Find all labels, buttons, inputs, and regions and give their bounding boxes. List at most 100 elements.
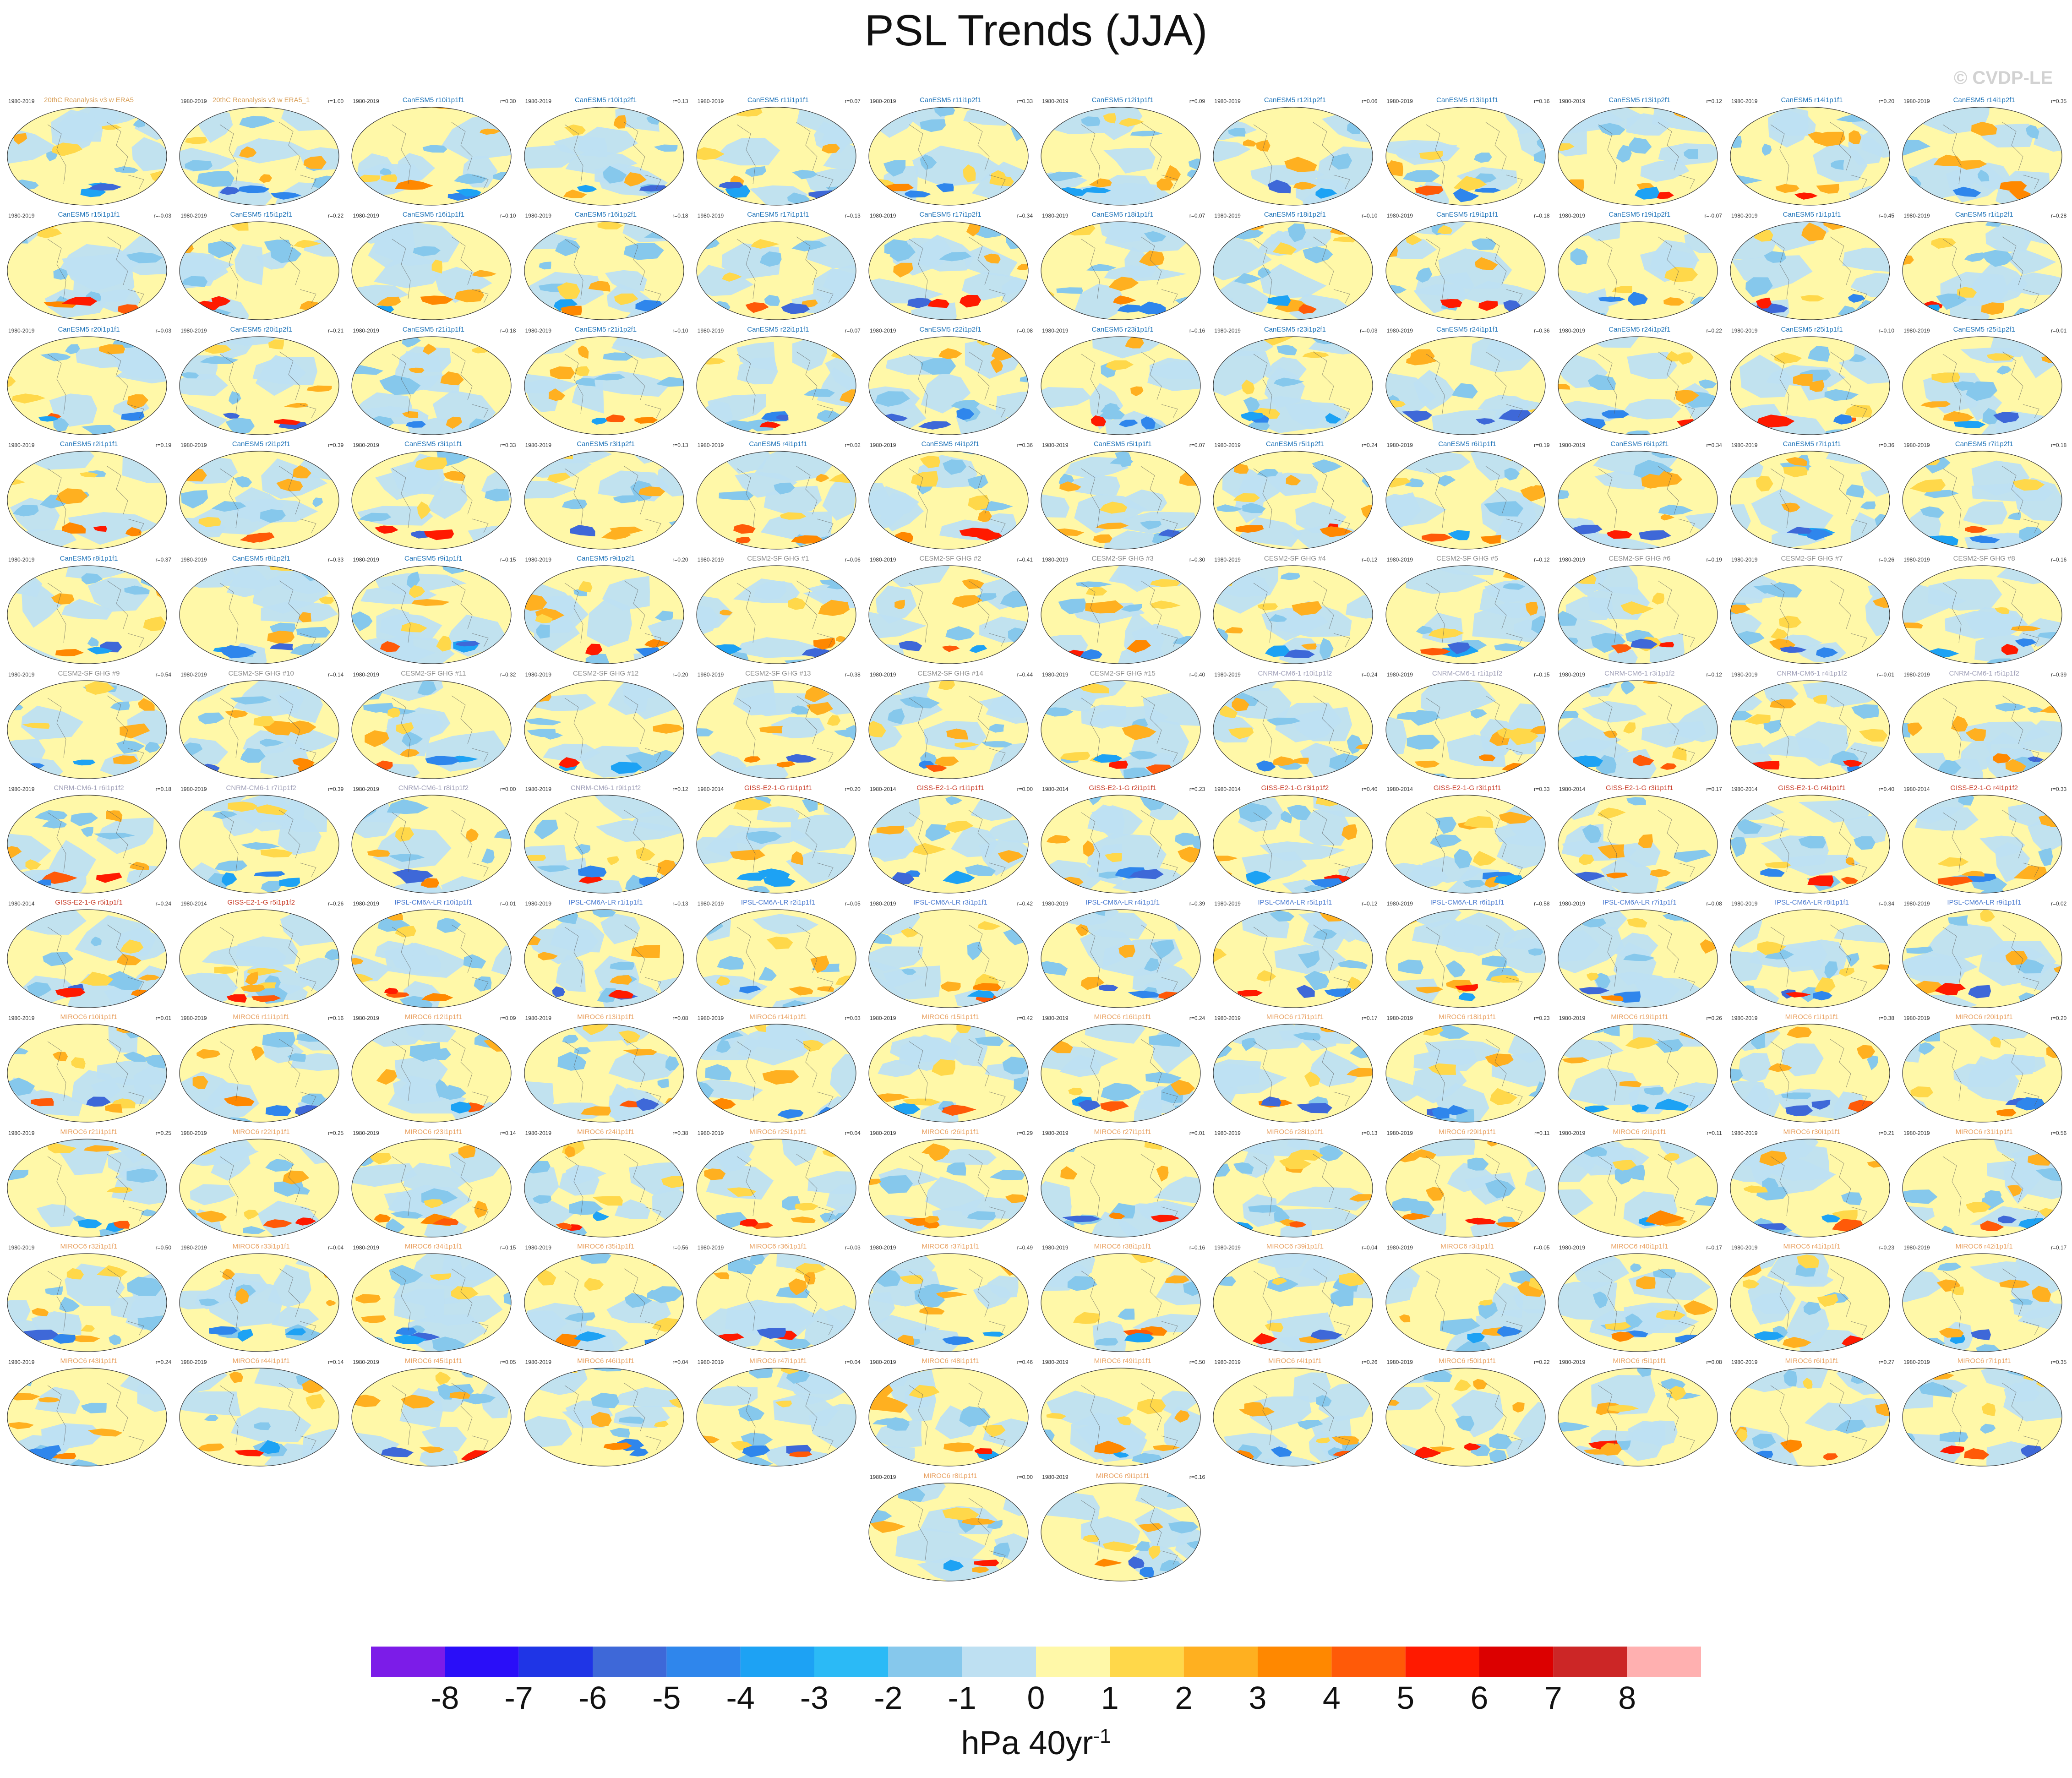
psl-trend-map	[7, 795, 167, 894]
panel-correlation: r=0.12	[672, 785, 688, 792]
map-panel: 1980-2019 CanESM5 r11i1p1f1 r=0.07	[691, 96, 862, 208]
panel-period: 1980-2019	[180, 442, 207, 448]
colorbar-swatch	[1036, 1647, 1110, 1677]
panel-title: MIROC6 r39i1p1f1	[1266, 1243, 1324, 1250]
panel-title: MIROC6 r12i1p1f1	[404, 1013, 462, 1021]
psl-trend-map	[179, 795, 339, 894]
panel-correlation: r=0.23	[1189, 785, 1205, 792]
map-panel: 1980-2019 IPSL-CM6A-LR r10i1p1f1 r=0.01	[346, 899, 517, 1011]
psl-trend-map	[1902, 107, 2062, 206]
map-panel: 1980-2014 GISS-E2-1-G r4i1p1f2 r=0.33	[1897, 784, 2067, 896]
map-panel: 1980-2019 MIROC6 r20i1p1f1 r=0.20	[1897, 1013, 2067, 1125]
panel-correlation: r=0.00	[1017, 785, 1033, 792]
map-panel: 1980-2019 20thC Reanalysis v3 w ERA5	[2, 96, 172, 208]
panel-period: 1980-2019	[1731, 327, 1758, 334]
panel-period: 1980-2014	[1903, 785, 1930, 792]
panel-correlation: r=0.17	[1706, 1244, 1722, 1251]
panel-correlation: r=0.34	[1706, 442, 1722, 448]
colorbar-swatch	[1183, 1647, 1258, 1677]
psl-trend-map	[7, 107, 167, 206]
panel-period: 1980-2019	[1903, 900, 1930, 907]
map-panel: 1980-2019 MIROC6 r16i1p1f1 r=0.24	[1036, 1013, 1206, 1125]
panel-correlation: r=-0.01	[1876, 671, 1894, 678]
panel-correlation: r=0.18	[672, 213, 688, 219]
panel-correlation: r=0.39	[1189, 900, 1205, 907]
map-panel: 1980-2019 IPSL-CM6A-LR r4i1p1f1 r=0.39	[1036, 899, 1206, 1011]
map-panel: 1980-2014 GISS-E2-1-G r5i1p1f1 r=0.24	[2, 899, 172, 1011]
map-panel: 1980-2019 MIROC6 r43i1p1f1 r=0.24	[2, 1357, 172, 1469]
panel-title: MIROC6 r32i1p1f1	[60, 1243, 118, 1250]
colorbar-swatch	[593, 1647, 667, 1677]
map-panel: 1980-2019 CanESM5 r20i1p1f1 r=0.03	[2, 326, 172, 438]
panel-title: MIROC6 r40i1p1f1	[1611, 1243, 1669, 1250]
psl-trend-map	[868, 107, 1029, 206]
map-panel: 1980-2019 CanESM5 r1i1p2f1 r=0.28	[1897, 211, 2067, 323]
panel-correlation: r=0.17	[1706, 785, 1722, 792]
panel-correlation: r=0.07	[845, 98, 861, 104]
panel-title: MIROC6 r24i1p1f1	[577, 1128, 635, 1136]
panel-title: CanESM5 r5i1p2f1	[1266, 440, 1324, 448]
panel-period: 1980-2019	[1042, 1244, 1069, 1251]
panel-period: 1980-2019	[870, 213, 896, 219]
colorbar-swatch	[371, 1647, 445, 1677]
map-panel: 1980-2019 CanESM5 r17i1p2f1 r=0.34	[863, 211, 1034, 323]
panel-correlation: r=0.42	[1017, 1015, 1033, 1022]
map-panel: 1980-2019 CanESM5 r5i1p2f1 r=0.24	[1208, 440, 1378, 552]
psl-trend-map	[1385, 1253, 1546, 1352]
panel-period: 1980-2019	[1386, 1015, 1413, 1022]
psl-trend-map	[1041, 565, 1201, 664]
map-panel: 1980-2019 CanESM5 r6i1p1f1 r=0.19	[1380, 440, 1551, 552]
map-panel: 1980-2019 CanESM5 r23i1p2f1 r=-0.03	[1208, 326, 1378, 438]
panel-title: IPSL-CM6A-LR r5i1p1f1	[1258, 899, 1332, 907]
psl-trend-map	[1041, 1139, 1201, 1238]
panel-correlation: r=0.05	[1534, 1244, 1550, 1251]
panel-correlation: r=0.08	[1017, 327, 1033, 334]
panel-correlation: r=0.39	[327, 785, 344, 792]
psl-trend-map	[1385, 336, 1546, 435]
psl-trend-map	[1902, 1024, 2062, 1123]
panel-correlation: r=0.35	[2050, 1359, 2067, 1366]
panel-correlation: r=0.05	[500, 1359, 516, 1366]
panel-correlation: r=-0.03	[153, 213, 171, 219]
panel-title: MIROC6 r21i1p1f1	[60, 1128, 118, 1136]
panel-correlation: r=0.19	[1534, 442, 1550, 448]
colorbar-units-label: hPa 40yr-1	[0, 1724, 2072, 1762]
psl-trend-map	[7, 1024, 167, 1123]
panel-period: 1980-2019	[353, 1015, 379, 1022]
panel-correlation: r=0.00	[1017, 1473, 1033, 1480]
panel-title: GISS-E2-1-G r2i1p1f1	[1089, 784, 1156, 792]
panel-title: MIROC6 r16i1p1f1	[1094, 1013, 1151, 1021]
map-panel: 1980-2019 MIROC6 r2i1p1f1 r=0.11	[1553, 1128, 1723, 1240]
panel-correlation: r=0.34	[1878, 900, 1894, 907]
panel-title: MIROC6 r7i1p1f1	[1957, 1357, 2011, 1365]
psl-trend-map	[868, 221, 1029, 320]
colorbar-swatch	[518, 1647, 593, 1677]
panel-correlation: r=0.14	[500, 1129, 516, 1136]
panel-period: 1980-2019	[8, 1359, 35, 1366]
colorbar-tick-label: -6	[578, 1680, 607, 1716]
panel-title: GISS-E2-1-G r3i1p1f1	[1606, 784, 1674, 792]
panel-title: CanESM5 r16i1p1f1	[402, 211, 464, 219]
panel-period: 1980-2019	[8, 442, 35, 448]
psl-trend-map	[1558, 107, 1718, 206]
panel-title: CanESM5 r20i1p2f1	[230, 325, 292, 333]
psl-trend-map	[1041, 1024, 1201, 1123]
map-panel: 1980-2019 MIROC6 r14i1p1f1 r=0.03	[691, 1013, 862, 1125]
panel-title: CESM2-SF GHG #5	[1436, 555, 1499, 563]
panel-correlation: r=0.15	[500, 1244, 516, 1251]
colorbar-tick-label: -8	[431, 1680, 459, 1716]
map-panel: 1980-2019 CanESM5 r23i1p1f1 r=0.16	[1036, 326, 1206, 438]
psl-trend-map	[868, 680, 1029, 779]
psl-trend-map	[1213, 1024, 1373, 1123]
panel-title: MIROC6 r20i1p1f1	[1955, 1013, 2013, 1021]
panel-period: 1980-2019	[1386, 327, 1413, 334]
panel-period: 1980-2019	[1559, 900, 1586, 907]
panel-correlation: r=0.04	[672, 1359, 688, 1366]
panel-correlation: r=0.54	[155, 671, 171, 678]
panel-correlation: r=0.56	[672, 1244, 688, 1251]
map-panel: 1980-2019 CanESM5 r11i1p2f1 r=0.33	[863, 96, 1034, 208]
map-panel: 1980-2014 GISS-E2-1-G r1i1p1f1 r=0.00	[863, 784, 1034, 896]
panel-correlation: r=0.10	[1362, 213, 1378, 219]
panel-correlation: r=0.26	[1878, 556, 1894, 563]
